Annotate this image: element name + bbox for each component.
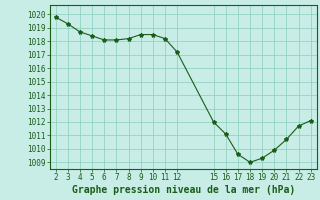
X-axis label: Graphe pression niveau de la mer (hPa): Graphe pression niveau de la mer (hPa)	[72, 185, 295, 195]
